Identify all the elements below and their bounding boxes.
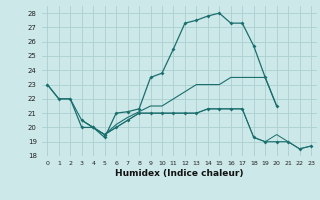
- X-axis label: Humidex (Indice chaleur): Humidex (Indice chaleur): [115, 169, 244, 178]
